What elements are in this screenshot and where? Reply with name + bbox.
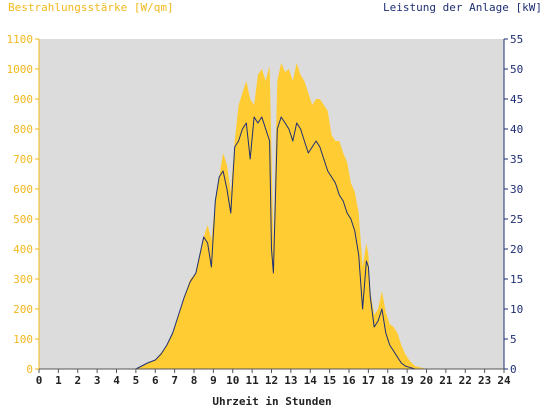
x-tick-label: 19 <box>401 374 414 387</box>
right-tick-label: 50 <box>510 63 523 76</box>
power-line <box>39 116 504 370</box>
x-tick-label: 3 <box>94 374 101 387</box>
right-tick-label: 20 <box>510 243 523 256</box>
x-tick-label: 6 <box>152 374 159 387</box>
right-tick-label: 25 <box>510 213 523 226</box>
left-tick-label: 0 <box>26 363 33 376</box>
x-tick-label: 16 <box>342 374 356 387</box>
x-tick-label: 10 <box>226 374 239 387</box>
x-tick-label: 1 <box>55 374 62 387</box>
x-tick-label: 17 <box>362 374 375 387</box>
right-tick-label: 10 <box>510 303 523 316</box>
left-axis-title: Bestrahlungsstärke [W/qm] <box>8 1 174 14</box>
x-tick-label: 9 <box>210 374 217 387</box>
x-tick-label: 22 <box>459 374 472 387</box>
right-tick-label: 15 <box>510 273 523 286</box>
left-tick-label: 200 <box>13 303 33 316</box>
x-tick-label: 24 <box>497 374 511 387</box>
left-tick-label: 800 <box>13 123 33 136</box>
x-tick-label: 2 <box>74 374 81 387</box>
right-tick-label: 55 <box>510 33 523 46</box>
x-tick-label: 18 <box>381 374 394 387</box>
x-tick-label: 12 <box>265 374 278 387</box>
left-tick-label: 900 <box>13 93 33 106</box>
x-tick-label: 13 <box>284 374 297 387</box>
x-tick-label: 11 <box>246 374 260 387</box>
x-axis-title: Uhrzeit in Stunden <box>212 395 332 408</box>
x-tick-label: 7 <box>171 374 178 387</box>
axes <box>35 38 508 373</box>
left-tick-label: 400 <box>13 243 33 256</box>
left-tick-label: 100 <box>13 333 33 346</box>
irradiance-area <box>39 63 504 369</box>
x-tick-label: 15 <box>323 374 336 387</box>
left-tick-label: 700 <box>13 153 33 166</box>
right-tick-label: 35 <box>510 153 523 166</box>
x-tick-label: 8 <box>191 374 198 387</box>
left-tick-label: 300 <box>13 273 33 286</box>
x-tick-label: 14 <box>304 374 318 387</box>
irradiance-series <box>39 63 504 369</box>
x-tick-label: 20 <box>420 374 433 387</box>
left-tick-label: 1000 <box>7 63 34 76</box>
right-tick-label: 40 <box>510 123 523 136</box>
left-tick-label: 1100 <box>7 33 34 46</box>
x-tick-label: 5 <box>133 374 140 387</box>
left-tick-label: 500 <box>13 213 33 226</box>
tick-labels: 0100200300400500600700800900100011000510… <box>7 33 524 387</box>
right-tick-label: 0 <box>510 363 517 376</box>
right-tick-label: 45 <box>510 93 523 106</box>
right-axis-title: Leistung der Anlage [kW] <box>383 1 542 14</box>
x-tick-label: 21 <box>439 374 453 387</box>
x-tick-label: 0 <box>36 374 43 387</box>
power-series <box>39 116 504 370</box>
x-tick-label: 4 <box>113 374 120 387</box>
left-tick-label: 600 <box>13 183 33 196</box>
right-tick-label: 30 <box>510 183 523 196</box>
x-tick-label: 23 <box>478 374 491 387</box>
right-tick-label: 5 <box>510 333 517 346</box>
